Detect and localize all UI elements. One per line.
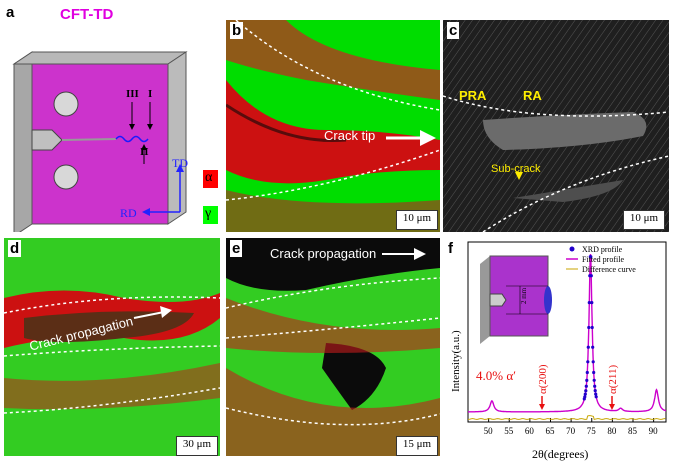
x-tick-label: 90 — [649, 426, 659, 436]
xrd-xlabel: 2θ(degrees) — [532, 447, 588, 461]
alpha-prime-pct: 4.0% α′ — [476, 368, 516, 383]
legend-diff-text: Difference curve — [582, 265, 636, 274]
xrd-ylabel: Intensity(a.u.) — [450, 330, 462, 392]
legend-gamma-swatch — [203, 206, 218, 224]
xrd-data-point — [587, 325, 591, 330]
xrd-data-point — [583, 395, 587, 399]
alpha-200-label: α(200) — [537, 364, 549, 394]
x-tick-label: 50 — [484, 426, 494, 436]
xrd-data-point — [594, 395, 598, 399]
x-tick-label: 75 — [587, 426, 597, 436]
panel-e: Crack propagation 15 μm — [226, 238, 440, 456]
legend-xrd-text: XRD profile — [582, 245, 623, 254]
xrd-data-point — [592, 370, 596, 375]
xrd-data-point — [593, 389, 597, 393]
panel-f-label: f — [448, 240, 453, 257]
xrd-data-point — [593, 384, 597, 388]
panel-c-map — [443, 20, 669, 232]
x-tick-label: 60 — [525, 426, 535, 436]
panel-d: Crack propagation 30 μm — [4, 238, 220, 456]
axis-rd-label: RD — [120, 206, 137, 220]
inset-dim-label: 2 mm — [520, 287, 528, 304]
xrd-data-point — [591, 360, 595, 364]
panel-e-label: e — [230, 240, 243, 257]
panel-d-scale-label: 30 μm — [182, 438, 212, 450]
panel-e-scalebar: 15 μm — [396, 436, 438, 456]
panel-c: PRA RA Sub-crack 10 μm — [443, 20, 669, 232]
xrd-data-point — [589, 255, 593, 259]
axis-td-label: TD — [172, 156, 188, 170]
xrd-data-point — [591, 345, 595, 349]
difference-curve — [468, 415, 666, 420]
legend-alpha-swatch — [203, 170, 218, 188]
xrd-data-point — [585, 370, 589, 375]
panel-d-label: d — [8, 240, 22, 257]
xrd-data-point — [583, 392, 587, 396]
panel-d-map — [4, 238, 220, 456]
panel-c-scale-label: 10 μm — [629, 212, 659, 224]
legend-fit-text: Fitted profile — [582, 255, 624, 264]
xrd-data-point — [592, 378, 596, 382]
panel-d-scalebar: 30 μm — [176, 436, 218, 456]
xrd-data-point — [590, 325, 594, 330]
x-tick-label: 65 — [546, 426, 556, 436]
mark-i: I — [148, 88, 153, 100]
xrd-data-point — [589, 274, 593, 278]
x-tick-label: 55 — [504, 426, 514, 436]
mark-ii: II — [140, 146, 149, 158]
panel-c-subcrack: Sub-crack — [491, 163, 541, 175]
panel-c-scalebar: 10 μm — [623, 210, 665, 230]
xrd-chart: 50 55 60 65 70 75 80 85 90 XRD profile Fitted pr… — [450, 241, 667, 461]
x-tick-label: 70 — [566, 426, 576, 436]
panel-b-scalebar: 10 μm — [396, 210, 438, 230]
panel-e-annotation: Crack propagation — [270, 246, 377, 261]
legend-gamma-label: γ — [205, 206, 212, 221]
xrd-data-point — [586, 345, 590, 349]
fitted-profile — [468, 253, 667, 413]
xrd-data-point — [584, 384, 588, 388]
xrd-data-point — [590, 301, 594, 305]
xrd-data-point — [584, 389, 588, 393]
legend-xrd-marker — [569, 246, 575, 252]
panel-c-pra: PRA — [459, 88, 487, 103]
xrd-data-point — [585, 378, 589, 382]
panel-b-scale-label: 10 μm — [402, 212, 432, 224]
panel-e-map — [226, 238, 440, 456]
legend-alpha-label: α — [205, 170, 213, 185]
x-tick-label: 85 — [628, 426, 638, 436]
xrd-data-point — [587, 301, 591, 305]
panel-b: Crack tip 10 μm — [226, 20, 440, 232]
panel-a-title: CFT-TD — [60, 6, 114, 23]
mark-iii: III — [126, 88, 139, 100]
x-tick-label: 80 — [607, 426, 617, 436]
panel-b-annotation: Crack tip — [324, 128, 376, 143]
inset-specimen — [480, 255, 552, 344]
panel-e-scale-label: 15 μm — [402, 438, 432, 450]
panel-c-ra: RA — [523, 88, 542, 103]
xrd-data-point — [594, 392, 598, 396]
alpha-211-label: α(211) — [607, 364, 619, 394]
panel-c-label: c — [447, 22, 460, 39]
panel-b-map — [226, 20, 440, 232]
panel-b-label: b — [230, 22, 244, 39]
panel-a-label: a — [6, 4, 15, 21]
specimen-drawing — [12, 51, 188, 232]
xrd-data-point — [586, 360, 590, 364]
